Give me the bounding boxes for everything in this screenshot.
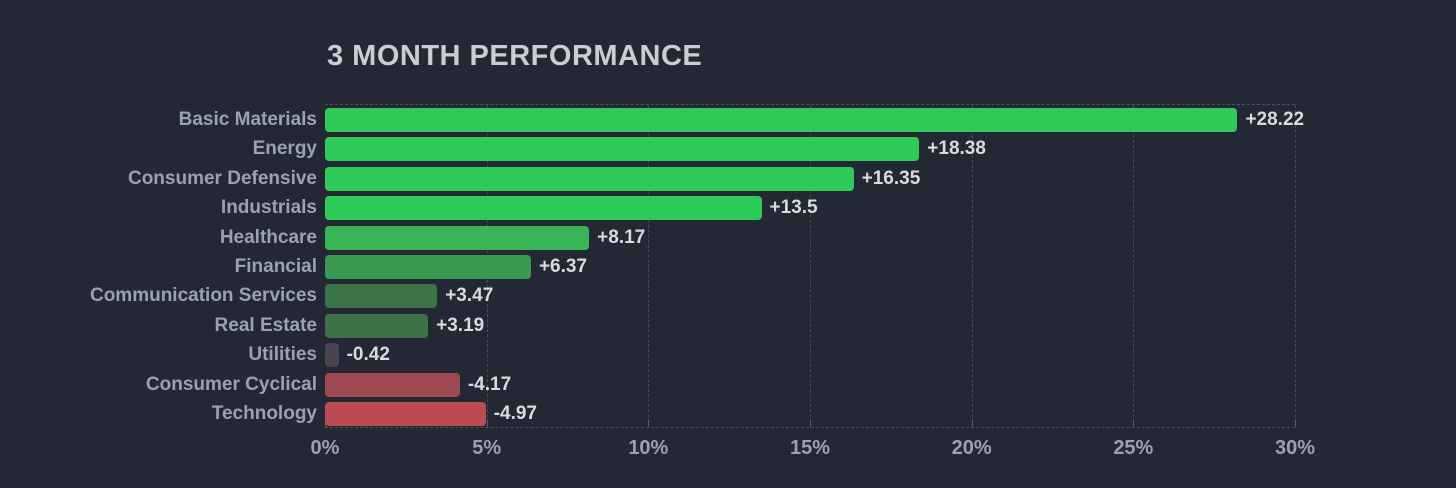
category-label: Technology (211, 403, 317, 425)
tick-mark-5% (486, 421, 488, 427)
bar-row: Basic Materials +28.22 (179, 107, 1304, 132)
bar (325, 255, 531, 279)
value-label: +28.22 (1245, 108, 1305, 130)
bar (325, 166, 854, 191)
x-axis-label-30%: 30% (1274, 437, 1316, 459)
category-label: Real Estate (214, 314, 317, 336)
bar-row: Industrials +13.5 (221, 196, 1295, 221)
category-label: Basic Materials (178, 108, 317, 130)
gridline-20% (971, 105, 973, 427)
tick-mark-25% (1133, 421, 1135, 427)
value-label: +6.37 (538, 256, 588, 277)
x-axis-label-0%: 0% (310, 437, 340, 459)
value-label: +3.19 (436, 314, 485, 336)
bar (325, 107, 1238, 132)
bar-row: Technology -4.97 (212, 402, 1295, 427)
category-label: Industrials (220, 197, 317, 219)
category-label: Financial (234, 256, 317, 277)
bar (325, 313, 429, 338)
bar-row: Energy +18.38 (253, 137, 1295, 162)
x-axis-label-10%: 10% (628, 437, 669, 459)
x-axis-label-15%: 15% (789, 437, 831, 459)
gridline-30% (1295, 105, 1296, 427)
x-axis-label-25%: 25% (1113, 437, 1154, 459)
bar (325, 343, 339, 368)
bar-row: Consumer Cyclical -4.17 (146, 372, 1295, 397)
bar (325, 225, 590, 250)
value-label: +18.38 (927, 138, 986, 160)
bar (325, 372, 460, 397)
value-label: +16.35 (861, 167, 921, 189)
value-label: +8.17 (597, 226, 646, 248)
chart-title: 3 MONTH PERFORMANCE (327, 40, 703, 72)
category-label: Consumer Defensive (127, 167, 317, 189)
bar-row: Healthcare +8.17 (220, 225, 1295, 250)
category-label: Healthcare (219, 226, 317, 248)
tick-mark-20% (971, 421, 973, 427)
bar-row: Real Estate +3.19 (215, 313, 1295, 338)
bar (325, 137, 920, 162)
value-label: +3.47 (445, 285, 494, 307)
bar (325, 402, 486, 427)
bar-row: Consumer Defensive +16.35 (128, 166, 1295, 191)
bar-row: Communication Services +3.47 (90, 284, 1295, 309)
value-label: -4.97 (493, 403, 537, 425)
x-axis-label-20%: 20% (951, 437, 992, 459)
tick-mark-10% (648, 421, 650, 427)
tick-mark-15% (810, 421, 811, 427)
category-label: Energy (252, 138, 317, 160)
bar-row: Financial +6.37 (235, 255, 1295, 279)
gridline-10% (648, 105, 650, 427)
category-label: Utilities (248, 344, 317, 366)
bar (325, 284, 438, 309)
tick-mark-30% (1295, 421, 1296, 427)
category-label: Communication Services (89, 285, 317, 307)
plot-area: 0% 5% 10% 15% 20% 25% 30% Basic Materials +28.22… (90, 104, 1315, 459)
value-label: +13.5 (769, 197, 818, 219)
gridline-25% (1133, 105, 1135, 427)
value-label: -0.42 (346, 344, 390, 366)
gridline-15% (810, 105, 811, 427)
x-axis-label-5%: 5% (472, 437, 502, 459)
category-label: Consumer Cyclical (145, 373, 317, 395)
value-label: -4.17 (467, 373, 512, 395)
bar-row: Utilities -0.42 (248, 343, 1295, 368)
bar (325, 196, 762, 221)
